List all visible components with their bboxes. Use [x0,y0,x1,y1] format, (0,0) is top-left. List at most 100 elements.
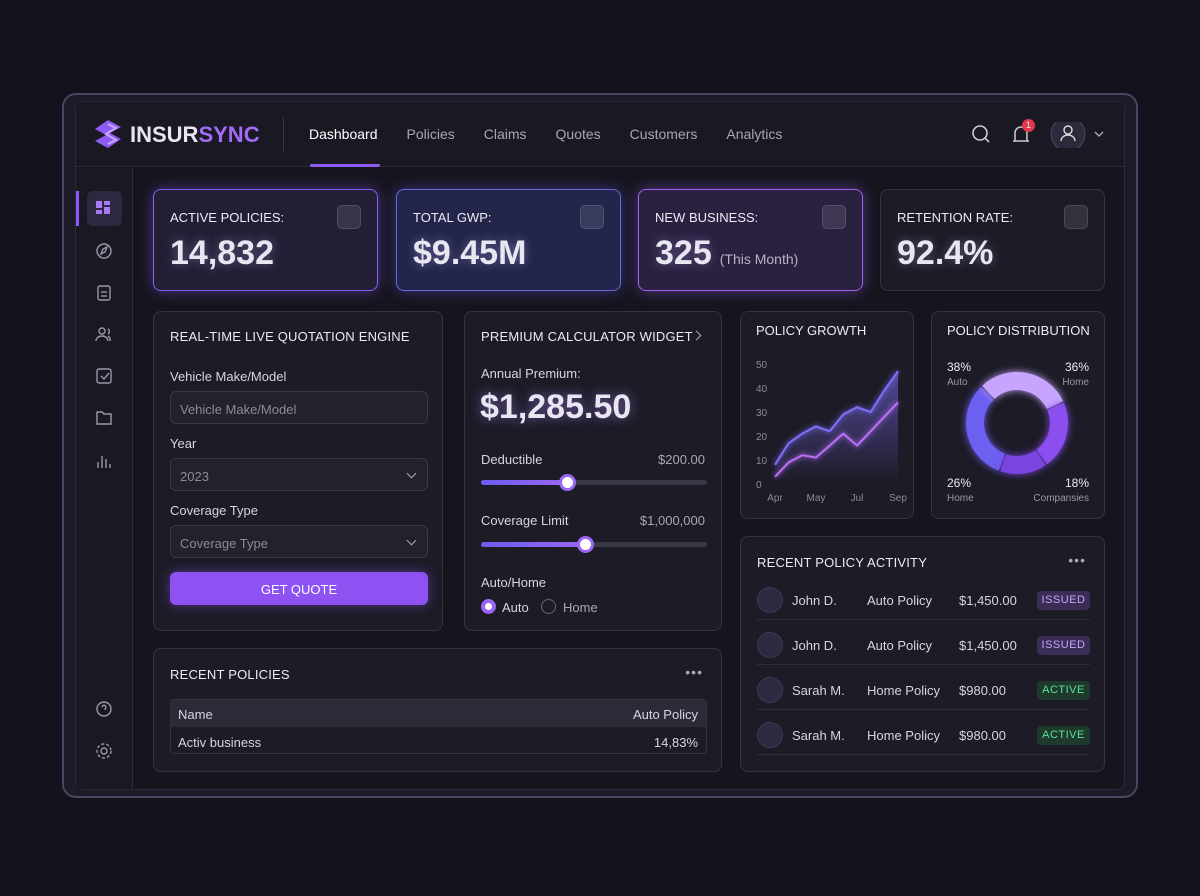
field-label: Coverage Type [170,503,258,518]
nav-item[interactable]: Policies [406,126,455,142]
card-title: PREMIUM CALCULATOR WIDGET [481,329,693,344]
status-badge: ACTIVE [1037,726,1090,745]
kpi-value-row: 92.4% [897,236,993,270]
category-label: Home [1062,377,1089,388]
card-title: RECENT POLICIES [170,667,290,682]
radio[interactable] [541,599,556,614]
nav-item[interactable]: Claims [483,126,527,142]
table: Name Auto Policy Activ business 14,83% [170,699,707,754]
amount: $1,450.00 [959,638,1017,653]
area [775,371,898,484]
radio-label: Home [563,600,598,615]
td: 14,83% [653,735,698,750]
name: John D. [792,593,837,608]
kpi-card: NEW BUSINESS: 325 (This Month) [638,189,863,291]
slider-label: Coverage Limit [481,513,569,528]
nav: Dashboard Policies Claims Quotes Customers An… [309,126,782,142]
donut-segment [966,386,1006,471]
nav-underline [310,164,380,167]
row-separator [757,619,1090,620]
select[interactable]: Coverage Type [170,525,428,558]
header [76,102,1124,167]
value-label: 36% [1065,360,1089,374]
amount: $980.00 [959,683,1006,698]
nav-item[interactable]: Quotes [555,126,601,142]
select-value: Coverage Type [180,536,268,551]
kpi-card: ACTIVE POLICIES: 14,832 [153,189,378,291]
row-separator [757,709,1090,710]
kpi-value: 92.4% [897,234,994,272]
line-chart: POLICY GROWTH 0 10 20 30 40 50 Apr May Jul Sep [756,323,907,504]
calculator-card: PREMIUM CALCULATOR WIDGET Annual Premium… [464,311,722,631]
kpi-card: RETENTION RATE: 92.4% [880,189,1105,291]
amount: $1,450.00 [959,593,1017,608]
slider-track[interactable] [481,536,707,553]
input[interactable]: Vehicle Make/Model [170,391,428,424]
kpi-label: ACTIVE POLICIES: [170,210,285,225]
th: Name [178,707,213,722]
y-tick-label: 20 [756,432,768,443]
get-quote-button[interactable]: GET QUOTE [170,572,428,605]
more[interactable]: ••• [1068,552,1086,568]
premium-label: Annual Premium: [481,366,581,381]
category-label: Home [947,493,974,504]
y-tick-label: 50 [756,360,768,371]
avatar [757,722,783,748]
field-label: Vehicle Make/Model [170,369,287,384]
distribution-card [931,311,1105,519]
card-title: REAL-TIME LIVE QUOTATION ENGINE [170,329,410,344]
nav-item[interactable]: Dashboard [309,126,378,142]
category-label: Auto [947,377,968,388]
x-tick-label: Sep [889,493,907,504]
brand-b: SYNC [198,122,260,147]
kpi-icon [822,205,846,229]
kpi-value-row: 325 (This Month) [655,236,798,270]
avatar [757,677,783,703]
chart-title: POLICY GROWTH [756,323,866,338]
quote-card: REAL-TIME LIVE QUOTATION ENGINE Vehicle … [153,311,443,631]
kpi-icon [580,205,604,229]
nav-item[interactable]: Analytics [726,126,783,142]
x-tick-label: Jul [851,493,864,504]
value-label: 38% [947,360,971,374]
sidebar-icons [95,201,112,759]
policy-type: Home Policy [867,728,940,743]
value-label: 18% [1065,476,1089,490]
slider-track[interactable] [481,474,707,491]
brand: INSURSYNC [130,124,260,146]
select-value: 2023 [180,469,209,484]
field-label: Year [170,436,197,451]
select[interactable]: 2023 [170,458,428,491]
kpi-note: (This Month) [719,251,799,267]
donut-chart: POLICY DISTRIBUTION 38% Auto 36% Home 26% Home… [947,323,1090,504]
more[interactable]: ••• [685,664,703,680]
input-placeholder: Vehicle Make/Model [180,402,297,417]
value-label: 26% [947,476,971,490]
kpi-value: 14,832 [170,234,274,272]
y-tick-label: 40 [756,384,768,395]
sidebar [76,168,133,789]
kpi-label: NEW BUSINESS: [655,210,759,225]
brand-a: INSUR [130,122,199,147]
y-tick-label: 30 [756,408,768,419]
radio-label: Auto [502,600,529,615]
nav-item[interactable]: Customers [629,126,698,142]
radio[interactable] [481,599,496,614]
sidebar-indicator [76,191,79,226]
policy-type: Auto Policy [867,593,933,608]
donut-segment [1000,450,1046,474]
line [774,401,899,478]
chevron[interactable] [691,330,702,341]
kpi-value: 325 [655,234,712,272]
name: Sarah M. [792,683,845,698]
option-label: Auto/Home [481,575,547,590]
notification-badge: 1 [1022,119,1035,132]
divider [283,117,284,151]
chart-title: POLICY DISTRIBUTION [947,323,1090,338]
name: Sarah M. [792,728,845,743]
row-separator [757,754,1090,755]
kpi-value: $9.45M [413,234,527,272]
status-badge: ISSUED [1037,591,1090,610]
header-icons [972,122,1104,148]
